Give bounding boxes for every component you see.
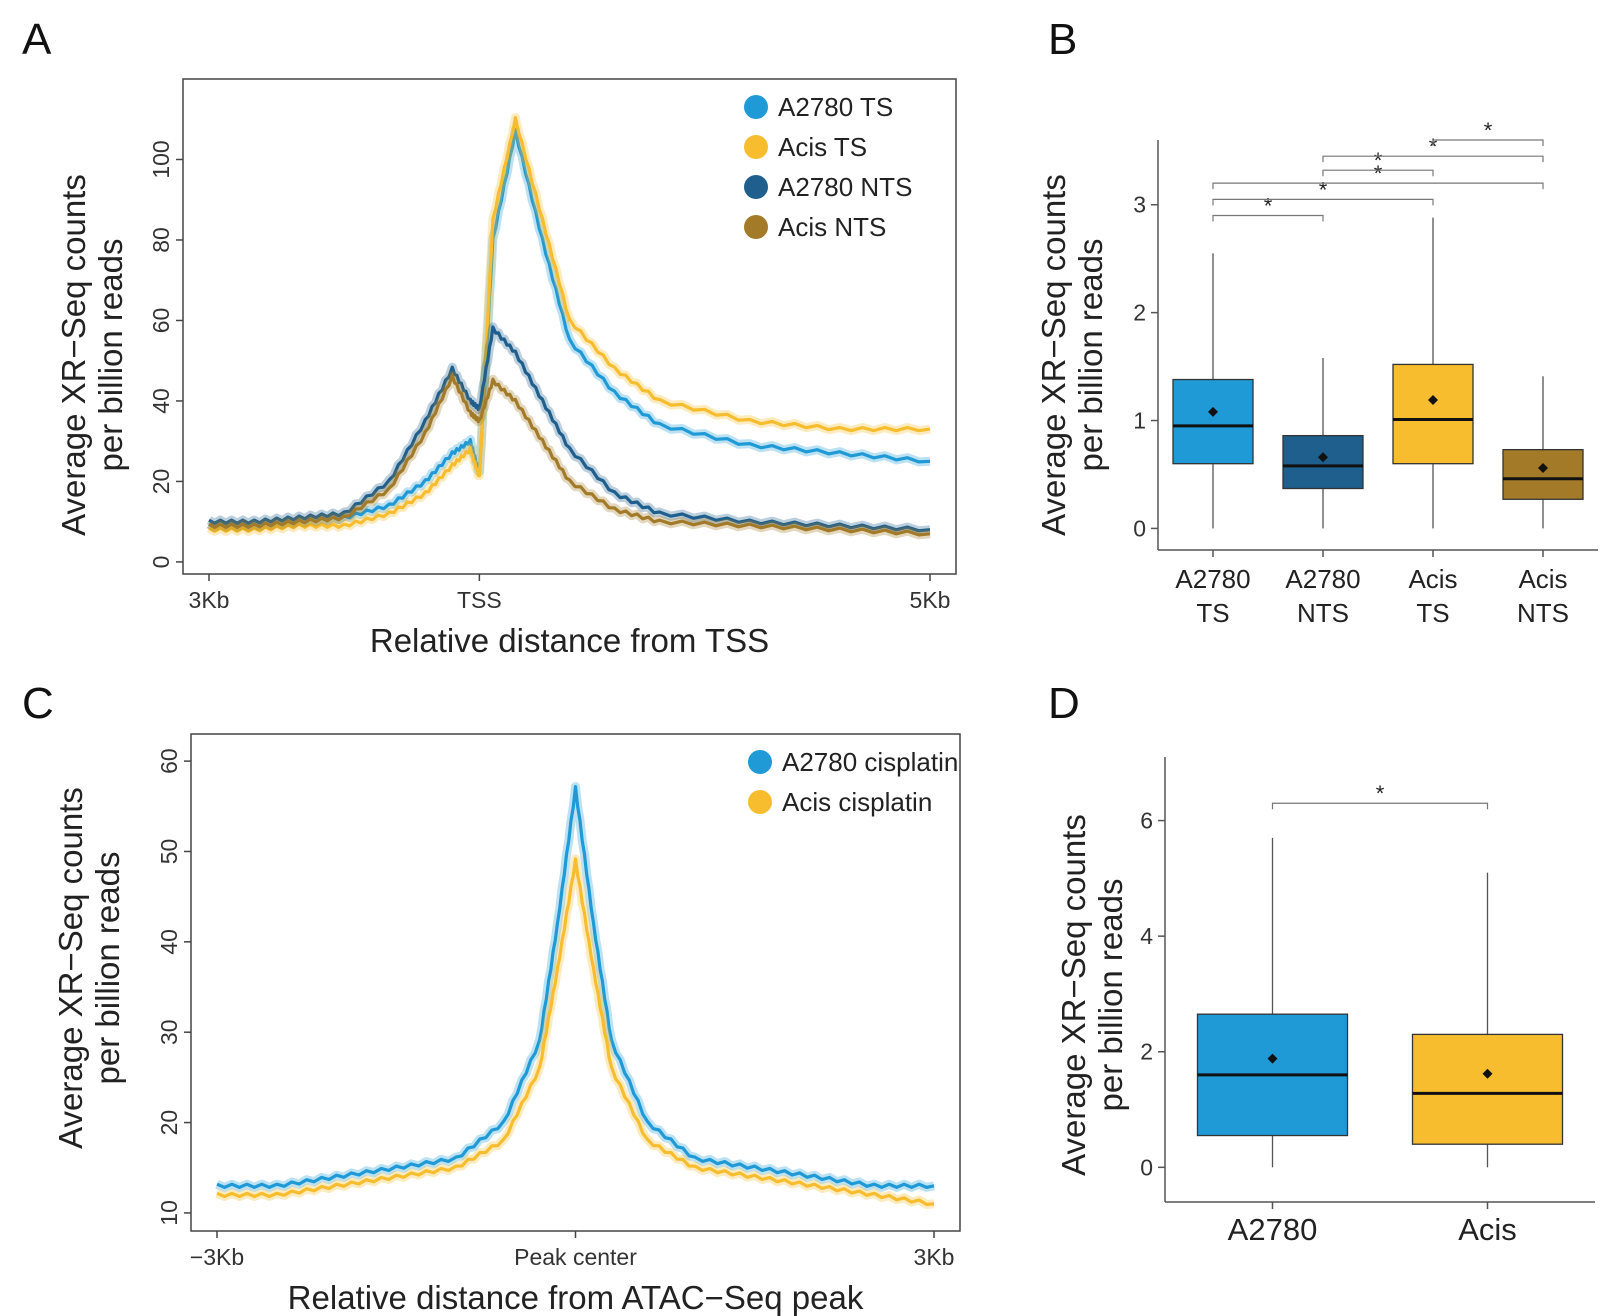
significance-star: * <box>1484 118 1493 143</box>
chart-c: 10 20 30 40 50 60 −3Kb Peak center 3Kb A2780 cisp… <box>52 733 961 1316</box>
significance-star: * <box>1264 194 1273 219</box>
y-tick-label: 2 <box>1140 1039 1153 1065</box>
y-tick-label: 2 <box>1133 300 1146 326</box>
legend-label-a2780-nts: A2780 NTS <box>778 172 912 202</box>
category-label: A2780 <box>1228 1212 1318 1247</box>
significance-bracket <box>1212 214 1324 222</box>
y-tick-label: 0 <box>1133 515 1146 541</box>
series-line-acis-ts <box>208 116 931 533</box>
legend-swatch-acis-ts <box>744 135 768 159</box>
category-label: Acis <box>1408 564 1457 594</box>
y-tick-label: 40 <box>148 388 174 414</box>
legend-label-acis-ts: Acis TS <box>778 132 867 162</box>
box-acis <box>1411 1033 1564 1145</box>
x-tick-label: 3Kb <box>914 1244 955 1270</box>
category-label: Acis <box>1518 564 1567 594</box>
plot-frame <box>182 78 957 575</box>
box-acis-ts <box>1392 363 1474 465</box>
x-axis-title: Relative distance from ATAC−Seq peak <box>288 1279 864 1316</box>
y-tick-label: 4 <box>1140 923 1153 949</box>
panel-label-b: B <box>1048 15 1077 64</box>
legend-swatch-acis-nts <box>744 215 768 239</box>
y-tick-label: 6 <box>1140 808 1153 834</box>
y-tick-label: 60 <box>156 748 182 774</box>
y-tick-label: 3 <box>1133 192 1146 218</box>
mean-marker-a2780-ts <box>1208 406 1218 417</box>
x-tick-label: −3Kb <box>190 1244 244 1270</box>
y-tick-label: 60 <box>148 308 174 334</box>
legend-swatch-acis-cisplatin <box>748 790 772 814</box>
series-line-a2780-nts <box>208 325 931 533</box>
chart-d: 0 2 4 6 A2780 Acis * Average XR−Seq countsper b… <box>1055 757 1595 1247</box>
category-label: TS <box>1416 598 1449 628</box>
y-tick-label: 10 <box>156 1200 182 1226</box>
significance-bracket <box>1322 155 1544 163</box>
category-label: TS <box>1196 598 1229 628</box>
y-tick-label: 80 <box>148 227 174 253</box>
legend-swatch-a2780-ts <box>744 95 768 119</box>
legend-label-a2780-ts: A2780 TS <box>778 92 893 122</box>
y-axis-title: Average XR−Seq countsper billion reads <box>1035 174 1109 536</box>
y-tick-label: 50 <box>156 839 182 865</box>
significance-bracket <box>1212 198 1434 206</box>
significance-bracket <box>1432 139 1544 146</box>
significance-star: * <box>1374 148 1383 173</box>
panel-label-a: A <box>22 15 52 64</box>
significance-bracket <box>1271 802 1489 810</box>
panel-label-c: C <box>22 679 54 728</box>
x-axis-title: Relative distance from TSS <box>370 622 769 659</box>
significance-star: * <box>1319 177 1328 202</box>
significance-star: * <box>1429 134 1438 159</box>
legend-label-acis-cisplatin: Acis cisplatin <box>782 787 932 817</box>
mean-marker-acis-nts <box>1538 463 1548 473</box>
y-tick-label: 20 <box>148 469 174 495</box>
chart-a: 0 20 40 60 80 100 3Kb TSS 5Kb A2780 TS Acis TS A278… <box>55 78 957 659</box>
legend-label-acis-nts: Acis NTS <box>778 212 886 242</box>
significance-star: * <box>1376 781 1385 806</box>
y-axis-title: Average XR−Seq countsper billion reads <box>1055 814 1129 1176</box>
y-tick-label: 30 <box>156 1019 182 1045</box>
y-tick-label: 20 <box>156 1110 182 1136</box>
box-acis-nts <box>1502 449 1584 500</box>
chart-b: 0123A2780TSA2780NTSAcisTSAcisNTS******Av… <box>1035 118 1598 628</box>
category-label: A2780 <box>1175 564 1250 594</box>
mean-marker-acis-ts <box>1428 395 1438 406</box>
series-line-a2780-cisplatin <box>216 785 935 1189</box>
category-label: NTS <box>1517 598 1569 628</box>
category-label: NTS <box>1297 598 1349 628</box>
legend-label-a2780-cisplatin: A2780 cisplatin <box>782 747 958 777</box>
y-tick-label: 40 <box>156 929 182 955</box>
y-tick-label: 0 <box>1140 1154 1153 1180</box>
legend-swatch-a2780-cisplatin <box>748 750 772 774</box>
series-band-a2780-cisplatin <box>215 782 935 1192</box>
x-tick-label: Peak center <box>514 1244 637 1270</box>
x-tick-label: TSS <box>457 587 502 613</box>
significance-bracket <box>1322 169 1434 177</box>
significance-star: * <box>1374 161 1383 186</box>
x-tick-label: 3Kb <box>189 587 230 613</box>
box-a2780-ts <box>1172 378 1254 465</box>
y-axis-title: Average XR−Seq countsper billion reads <box>55 174 129 536</box>
mean-marker-acis <box>1482 1068 1493 1079</box>
y-tick-label: 1 <box>1133 408 1146 434</box>
series-line-acis-nts <box>208 373 931 537</box>
y-tick-label: 0 <box>148 556 174 569</box>
legend-swatch-a2780-nts <box>744 175 768 199</box>
mean-marker-a2780-nts <box>1318 452 1328 463</box>
mean-marker-a2780 <box>1267 1053 1278 1064</box>
y-axis-title: Average XR−Seq countsper billion reads <box>52 787 126 1149</box>
category-label: A2780 <box>1285 564 1360 594</box>
category-label: Acis <box>1458 1212 1517 1247</box>
panel-label-d: D <box>1048 679 1080 728</box>
series-line-acis-cisplatin <box>216 857 935 1206</box>
x-tick-label: 5Kb <box>910 587 951 613</box>
significance-bracket <box>1212 182 1544 190</box>
y-tick-label: 100 <box>148 140 174 178</box>
series-band-acis-cisplatin <box>215 854 935 1209</box>
